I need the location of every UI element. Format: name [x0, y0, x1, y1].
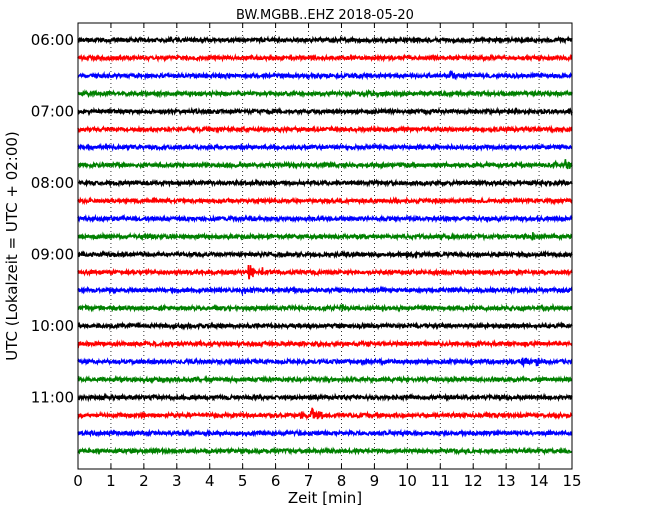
trace-0630 [77, 69, 573, 81]
x-tick-label: 8 [337, 472, 347, 490]
x-tick-label: 10 [398, 472, 417, 490]
trace-0645 [77, 88, 573, 99]
trace-0615 [77, 53, 573, 63]
y-tick-label: 07:00 [31, 102, 74, 120]
trace-1000 [77, 321, 573, 331]
trace-0945 [77, 302, 573, 313]
trace-0600 [77, 35, 573, 45]
x-tick-label: 2 [139, 472, 149, 490]
y-axis-label: UTC (Lokalzeit = UTC + 02:00) [3, 131, 21, 361]
x-tick-label: 4 [205, 472, 215, 490]
x-tick-label: 14 [530, 472, 549, 490]
x-tick-label: 9 [370, 472, 380, 490]
trace-1130 [77, 428, 573, 438]
x-tick-label: 11 [431, 472, 450, 490]
x-axis-ticks: 0 1 2 3 4 5 6 7 8 9 10 11 12 13 14 15 [73, 23, 582, 490]
trace-1015 [77, 338, 573, 349]
y-tick-label: 11:00 [31, 388, 74, 406]
x-tick-label: 0 [73, 472, 83, 490]
x-tick-label: 3 [172, 472, 182, 490]
trace-0815 [77, 196, 573, 206]
x-tick-label: 12 [464, 472, 483, 490]
trace-0830 [77, 213, 573, 224]
trace-1100 [77, 392, 573, 403]
y-tick-label: 09:00 [31, 245, 74, 263]
seismic-traces [77, 35, 573, 456]
trace-1145 [77, 446, 573, 456]
trace-1115 [77, 407, 573, 421]
x-tick-label: 15 [562, 472, 581, 490]
x-axis-label: Zeit [min] [288, 489, 362, 507]
trace-0845 [77, 231, 573, 242]
trace-0745 [77, 159, 573, 170]
y-tick-label: 06:00 [31, 31, 74, 49]
plot-frame [77, 22, 573, 470]
trace-0700 [77, 106, 573, 117]
trace-0930 [77, 285, 573, 297]
trace-0800 [77, 178, 573, 188]
trace-0730 [77, 142, 573, 152]
y-tick-label: 08:00 [31, 174, 74, 192]
x-tick-label: 6 [271, 472, 281, 490]
x-tick-label: 13 [497, 472, 516, 490]
trace-0915 [77, 264, 573, 280]
plot-background [78, 23, 572, 469]
x-tick-label: 7 [304, 472, 314, 490]
chart-title: BW.MGBB..EHZ 2018-05-20 [236, 8, 414, 23]
trace-0715 [77, 124, 573, 135]
trace-1030 [77, 356, 573, 369]
trace-1045 [77, 374, 573, 385]
y-tick-label: 10:00 [31, 317, 74, 335]
y-axis-ticks: 06:00 07:00 08:00 09:00 10:00 11:00 [31, 31, 572, 406]
trace-0900 [77, 249, 573, 260]
x-tick-label: 5 [238, 472, 248, 490]
x-tick-label: 1 [106, 472, 116, 490]
